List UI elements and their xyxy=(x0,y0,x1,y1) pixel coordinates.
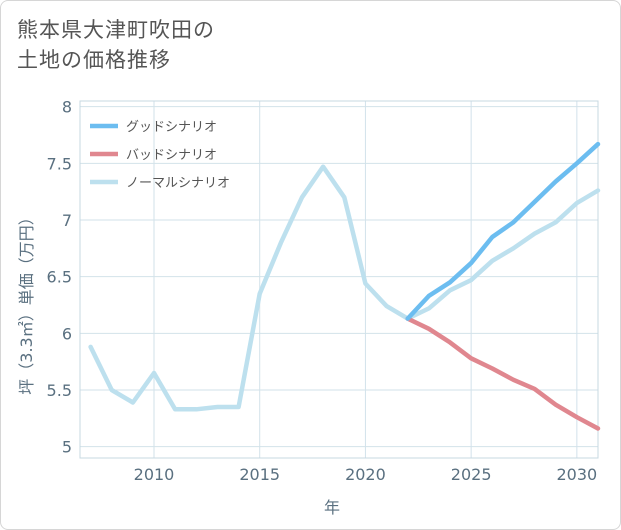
x-tick-label: 2020 xyxy=(345,465,386,484)
title-line-1: 熊本県大津町吹田の xyxy=(17,18,215,42)
legend-label-2: ノーマルシナリオ xyxy=(126,176,230,191)
x-axis-label: 年 xyxy=(324,498,340,517)
legend-label-0: グッドシナリオ xyxy=(126,120,217,135)
series-layer xyxy=(88,141,601,431)
x-tick-label: 2025 xyxy=(451,465,492,484)
y-tick-label: 7 xyxy=(62,211,72,230)
y-tick-label: 5.5 xyxy=(47,381,72,400)
series-line-0 xyxy=(405,141,601,321)
x-tick-label: 2015 xyxy=(239,465,280,484)
series-line-1 xyxy=(405,316,601,431)
y-tick-label: 5 xyxy=(62,438,72,457)
title-line-2: 土地の価格推移 xyxy=(17,48,171,72)
y-axis: 5 5.5 6 6.5 7 7.5 8 xyxy=(47,98,72,457)
y-tick-label: 6.5 xyxy=(47,268,72,287)
series-line-2 xyxy=(88,164,601,412)
x-tick-label: 2030 xyxy=(556,465,597,484)
x-axis: 2010 2015 2020 2025 2030 xyxy=(134,465,598,484)
x-tick-label: 2010 xyxy=(134,465,175,484)
y-tick-label: 7.5 xyxy=(47,154,72,173)
plot-frame xyxy=(79,100,599,459)
y-tick-label: 6 xyxy=(62,324,72,343)
legend-label-1: バッドシナリオ xyxy=(126,148,217,163)
y-tick-label: 8 xyxy=(62,98,72,117)
chart-title: 熊本県大津町吹田の 土地の価格推移 xyxy=(17,15,215,75)
y-axis-label: 坪（3.3㎡）単価（万円） xyxy=(17,209,36,394)
